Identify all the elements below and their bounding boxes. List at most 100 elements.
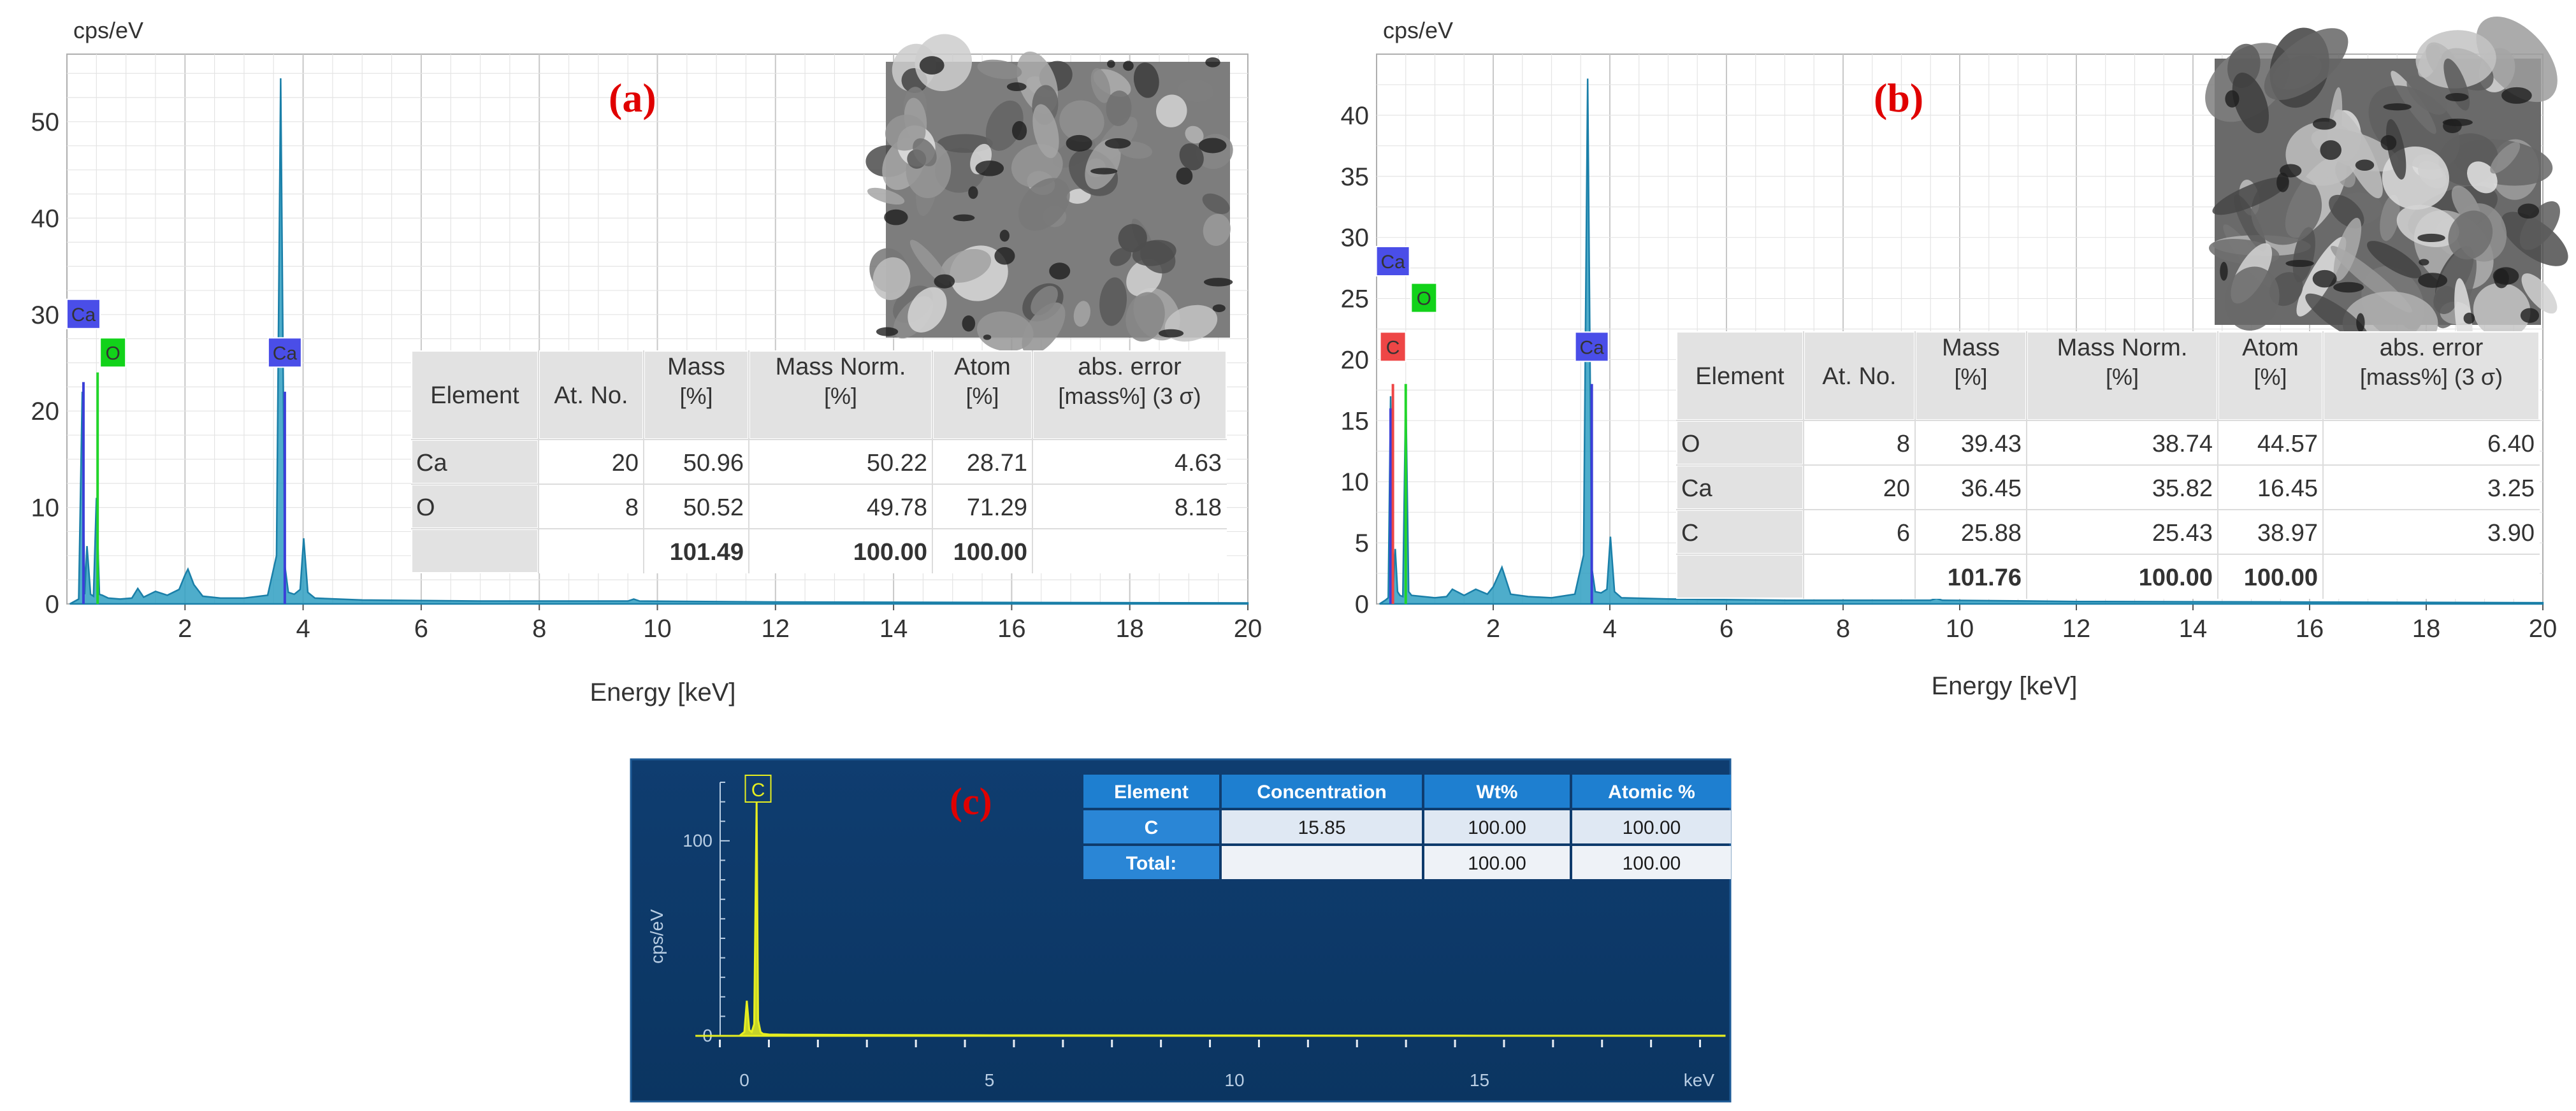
sem-pore [2443, 118, 2462, 134]
y-tick-label: 30 [1341, 224, 1370, 252]
sem-grain [2519, 201, 2560, 250]
sem-grain [2212, 176, 2289, 215]
x-tick-label: 16 [997, 615, 1026, 643]
sem-pore [2463, 312, 2475, 324]
panel-a-ylabel: cps/eV [73, 17, 143, 43]
sem-grain [1203, 213, 1231, 246]
sem-pore [884, 209, 908, 226]
table-cell: 6.40 [2487, 431, 2535, 457]
sem-grain [2367, 241, 2422, 278]
sem-pore [1049, 262, 1071, 280]
panel-c-data-table: Element Concentration Wt% Atomic % C 15.85 100… [1083, 775, 1731, 879]
table-total-value: 100.00 [853, 539, 927, 566]
table-cell: 100.00 [1623, 853, 1681, 874]
panel-a-data-table: Element At. No. Mass [%] Mass Norm. [%] Atom [%… [411, 350, 1227, 573]
table-cell: O [1681, 431, 1700, 457]
x-tick-label: 15 [1470, 1070, 1489, 1090]
table-cell: Ca [416, 450, 447, 477]
table-header-cell [540, 352, 642, 438]
table-header-text: Element [1695, 363, 1784, 390]
table-cell: 35.82 [2152, 475, 2213, 502]
table-header-text: [%] [2106, 364, 2139, 390]
y-tick-label: 35 [1341, 163, 1370, 191]
table-cell: 3.25 [2487, 475, 2535, 502]
sem-grain [2311, 128, 2399, 172]
sem-grain [1099, 277, 1127, 326]
table-cell: 38.74 [2152, 431, 2213, 457]
y-tick-label: 40 [1341, 102, 1370, 130]
table-cell: 25.43 [2152, 520, 2213, 547]
sem-pore [2355, 159, 2375, 171]
sem-pore [962, 315, 976, 332]
peak-label: C [751, 780, 765, 801]
sem-pore [1066, 134, 1092, 152]
table-row-label-cell [1677, 422, 1802, 464]
sem-grain [908, 287, 947, 333]
table-cell: C [1681, 520, 1698, 547]
sem-pore [1198, 138, 1227, 154]
sem-pore [2333, 282, 2364, 293]
sem-grain [2467, 161, 2498, 194]
table-header-cell [1034, 352, 1226, 438]
sem-pore [919, 56, 944, 75]
table-cell: 8.18 [1175, 494, 1222, 521]
table-cell: 28.71 [967, 450, 1027, 477]
x-tick-label: 4 [296, 615, 310, 643]
panel-a-peak-labels: Ca O Ca [66, 298, 302, 368]
y-tick-label: 20 [31, 398, 60, 426]
panel-b-axes: 2 4 6 8 10 12 14 16 18 20 0 5 10 15 20 25 30 35 40 [1341, 102, 2558, 643]
panel-b-xlabel: Energy [keV] [1931, 672, 2077, 700]
table-header-text: [%] [966, 383, 999, 409]
x-tick-label: 20 [1234, 615, 1263, 643]
table-header-cell [1916, 333, 2025, 419]
table-total-value: 100.00 [953, 539, 1027, 566]
sem-grain [2448, 210, 2493, 260]
sem-grain [1073, 301, 1090, 327]
sem-grain [1059, 100, 1104, 142]
peak-label: Ca [273, 343, 298, 364]
sem-pore [2418, 273, 2448, 288]
spectrum-area [1378, 78, 2544, 605]
sem-grain [1018, 178, 1070, 231]
sem-grain [2473, 283, 2531, 338]
table-header-text: Concentration [1257, 782, 1386, 803]
table-cell: Ca [1681, 475, 1712, 502]
table-header-text: Mass [1942, 334, 2000, 361]
table-cell: 39.43 [1961, 431, 2022, 457]
sem-grain [2333, 217, 2362, 282]
table-cell: 49.78 [867, 494, 927, 521]
peak-label-box [1574, 331, 1609, 362]
table-row-label-cell [1677, 466, 1802, 508]
table-cell-bg [1424, 810, 1570, 843]
table-cell: 50.22 [867, 450, 927, 477]
table-cell: 3.90 [2487, 520, 2535, 547]
panel-a-letter: (a) [609, 75, 656, 120]
y-tick-label: 40 [31, 204, 60, 233]
table-header-text: Atom [2242, 334, 2299, 361]
sem-grain [2386, 119, 2406, 180]
sem-grain [2433, 285, 2457, 314]
table-header-text: Wt% [1477, 782, 1518, 803]
table-header-text: abs. error [1078, 354, 1182, 380]
sem-grain [1106, 90, 1132, 126]
sem-pore [983, 334, 992, 340]
sem-grain [2406, 75, 2447, 115]
table-cell: 16.45 [2257, 475, 2318, 502]
table-cell: 20 [612, 450, 639, 477]
x-tick-label: 4 [1603, 615, 1617, 643]
x-tick-label: 14 [879, 615, 908, 643]
sem-pore [994, 247, 1015, 265]
x-tick-label: 18 [2412, 615, 2441, 643]
table-cell-bg [1572, 810, 1731, 843]
sem-grain [2232, 72, 2269, 134]
x-tick-label: 10 [1946, 615, 1974, 643]
y-tick-label: 0 [45, 591, 59, 619]
table-cell: 4.63 [1175, 450, 1222, 477]
x-tick-label: 8 [1836, 615, 1850, 643]
sem-grain [1032, 104, 1059, 159]
sem-grain [2225, 266, 2280, 331]
table-header-text: Mass [667, 354, 725, 380]
x-tick-label: 6 [414, 615, 428, 643]
table-cell-bg [1424, 846, 1570, 879]
